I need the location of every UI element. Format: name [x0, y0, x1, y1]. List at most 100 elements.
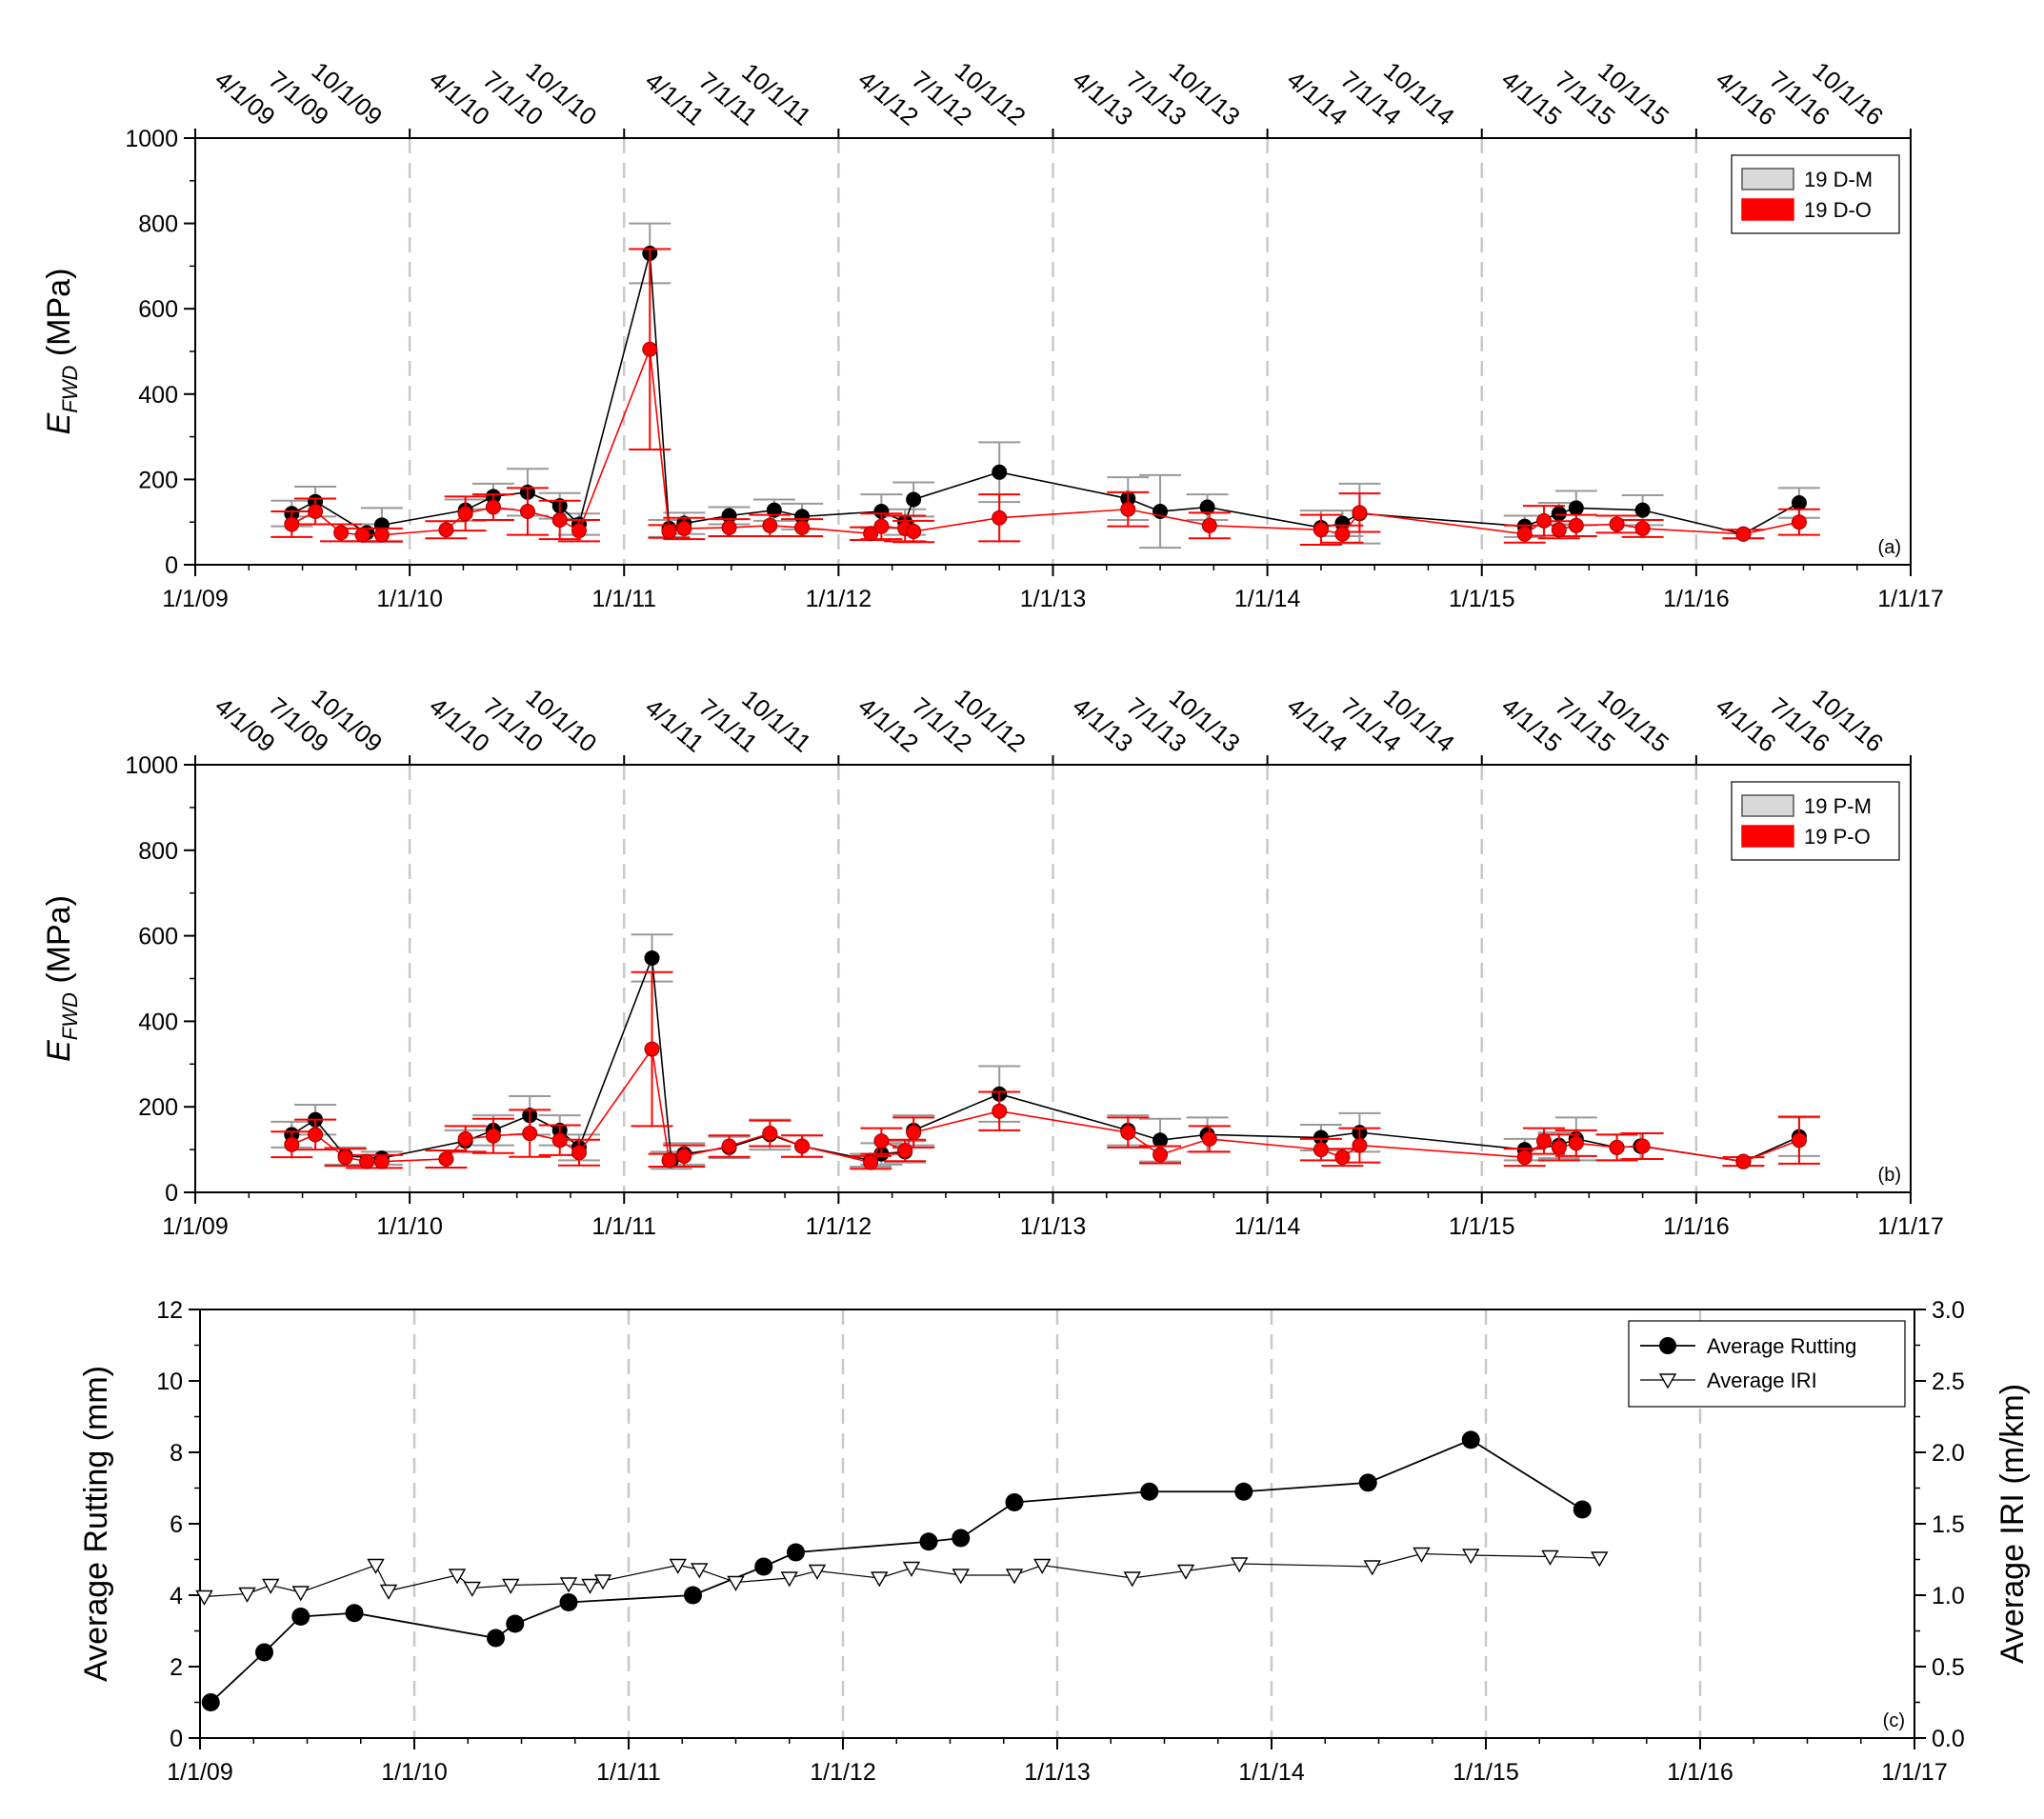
data-point [308, 1127, 324, 1143]
legend-label: 19 D-O [1804, 198, 1872, 222]
x-tick-label: 1/1/17 [1881, 1759, 1948, 1786]
data-point [906, 524, 922, 540]
data-point [571, 523, 587, 539]
data-point [522, 1126, 538, 1142]
data-point [871, 1571, 889, 1588]
data-point [485, 499, 501, 515]
y-tick-label: 8 [170, 1440, 183, 1467]
data-point [438, 1150, 454, 1167]
data-point [644, 949, 660, 966]
top-date-label: 4/1/10 [424, 691, 495, 757]
legend-swatch-gray [1741, 168, 1794, 190]
data-point [1231, 1557, 1249, 1573]
y-axis-title: EFWD (MPa) [41, 895, 82, 1062]
y-tick-label: 2.0 [1932, 1440, 1965, 1467]
data-point [593, 1574, 612, 1590]
series-line [210, 1438, 1583, 1704]
y-tick-label: 4 [170, 1583, 183, 1609]
data-point [1516, 526, 1533, 542]
data-point [337, 1149, 353, 1166]
data-point [1551, 1139, 1567, 1155]
data-point [345, 1604, 364, 1623]
y-tick-label: 2 [170, 1654, 183, 1681]
y-tick-label: 0 [170, 1726, 183, 1752]
y-tick-label: 3.0 [1932, 1297, 1965, 1324]
data-point [1735, 526, 1752, 542]
data-point [255, 1643, 273, 1662]
legend-marker [1658, 1373, 1677, 1389]
legend: 19 D-M 19 D-O [1731, 154, 1900, 234]
data-point [992, 1103, 1008, 1119]
data-point [794, 520, 811, 536]
legend-label: Average Rutting [1707, 1334, 1856, 1358]
x-tick-label: 1/1/16 [1663, 586, 1730, 612]
data-point [684, 1586, 702, 1605]
x-tick-label: 1/1/14 [1234, 1213, 1301, 1240]
legend-label: 19 D-M [1804, 168, 1873, 191]
data-point [780, 1571, 798, 1588]
data-point [457, 506, 473, 522]
panel-3: 1/1/09 1/1/10 1/1/11 1/1/12 1/1/13 1/1/14 1/1/… [78, 1297, 2031, 1786]
top-date-label: 4/1/14 [1282, 691, 1353, 757]
x-tick-label: 1/1/12 [810, 1759, 876, 1786]
data-point [238, 1587, 256, 1603]
data-point [919, 1532, 938, 1551]
data-point [808, 1564, 827, 1580]
data-point [1568, 500, 1584, 516]
data-point [992, 510, 1008, 526]
x-tick-label: 1/1/10 [381, 1759, 448, 1786]
y-tick-label: 1.5 [1932, 1511, 1965, 1538]
x-tick-label: 1/1/09 [162, 586, 229, 612]
data-point [1791, 1132, 1807, 1149]
y-title-main: E [41, 412, 77, 434]
x-tick-label: 1/1/10 [376, 1213, 443, 1240]
legend-label: 19 P-M [1804, 794, 1872, 818]
data-point [1461, 1430, 1480, 1449]
data-point [873, 518, 890, 534]
data-point [787, 1543, 805, 1562]
data-point [727, 1575, 745, 1591]
series-19-P-M [271, 933, 1820, 1170]
data-point [661, 524, 677, 540]
data-point [1609, 1139, 1625, 1155]
panel-2: 1/1/09 1/1/10 1/1/11 1/1/12 1/1/13 1/1/14 1/1/… [41, 683, 1944, 1240]
x-tick-label: 1/1/09 [167, 1759, 233, 1786]
data-point [581, 1578, 599, 1594]
data-point [1568, 1135, 1584, 1151]
data-point [519, 504, 535, 519]
data-point [1791, 495, 1807, 511]
legend: 19 P-M 19 P-O [1731, 781, 1900, 861]
y-tick-label: 800 [138, 211, 178, 238]
legend-swatch-red [1741, 198, 1794, 221]
data-point [1413, 1547, 1431, 1563]
data-point [487, 1629, 505, 1648]
data-point [559, 1577, 578, 1593]
y-tick-label: 12 [156, 1297, 183, 1324]
legend-swatch-red [1741, 825, 1794, 848]
data-point [644, 1041, 660, 1057]
data-point [873, 1133, 890, 1149]
data-point [308, 504, 324, 519]
y-title-sub: FWD [58, 992, 82, 1040]
data-point [571, 1145, 587, 1161]
data-point [1334, 1149, 1351, 1166]
top-date-label: 4/1/16 [1711, 691, 1782, 757]
data-point [506, 1614, 525, 1633]
x-tick-label: 1/1/12 [806, 586, 872, 612]
data-point [1609, 516, 1625, 532]
data-point [1201, 517, 1217, 533]
panel-tag: (c) [1883, 1710, 1905, 1731]
data-point [906, 1125, 922, 1141]
data-point [502, 1578, 520, 1594]
data-point [1152, 1147, 1169, 1163]
data-point [863, 1154, 879, 1170]
x-tick-label: 1/1/12 [806, 1213, 872, 1240]
top-date-label: 4/1/11 [640, 66, 710, 130]
y-tick-label: 400 [138, 1009, 178, 1035]
y-tick-label: 0.0 [1932, 1726, 1965, 1752]
data-point [1199, 499, 1215, 515]
top-date-label: 4/1/09 [210, 65, 281, 130]
x-tick-label: 1/1/13 [1020, 1213, 1087, 1240]
data-point [367, 1558, 385, 1574]
